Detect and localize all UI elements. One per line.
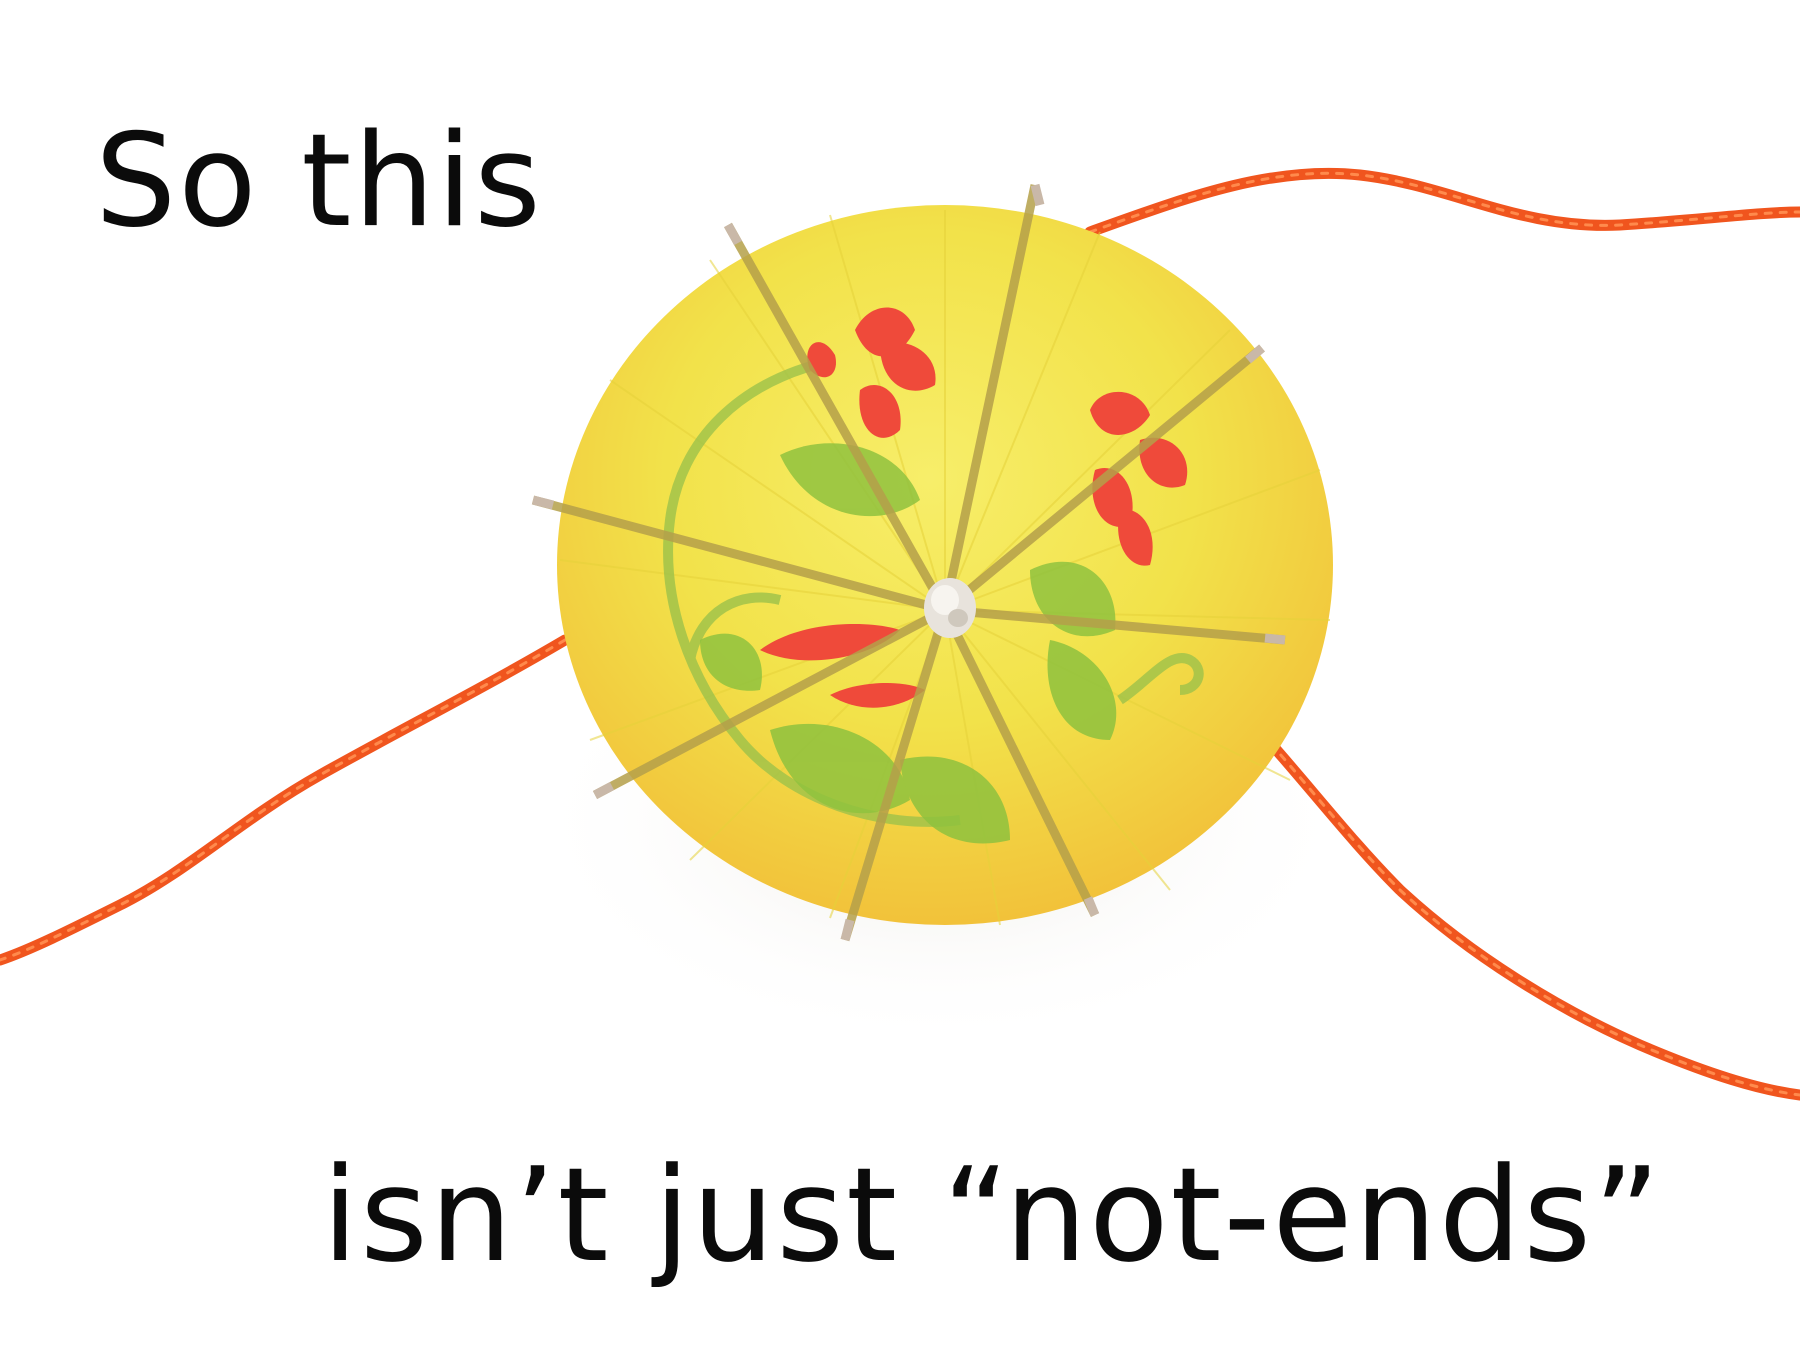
umbrella-center-knob <box>924 578 976 638</box>
umbrella-ribs <box>531 184 1286 942</box>
orange-string <box>0 167 1800 1101</box>
caption-top: So this <box>95 107 543 256</box>
rib-tips <box>531 183 1286 942</box>
caption-bottom: isn’t just “not-ends” <box>322 1139 1663 1291</box>
umbrella-canopy <box>531 183 1333 942</box>
